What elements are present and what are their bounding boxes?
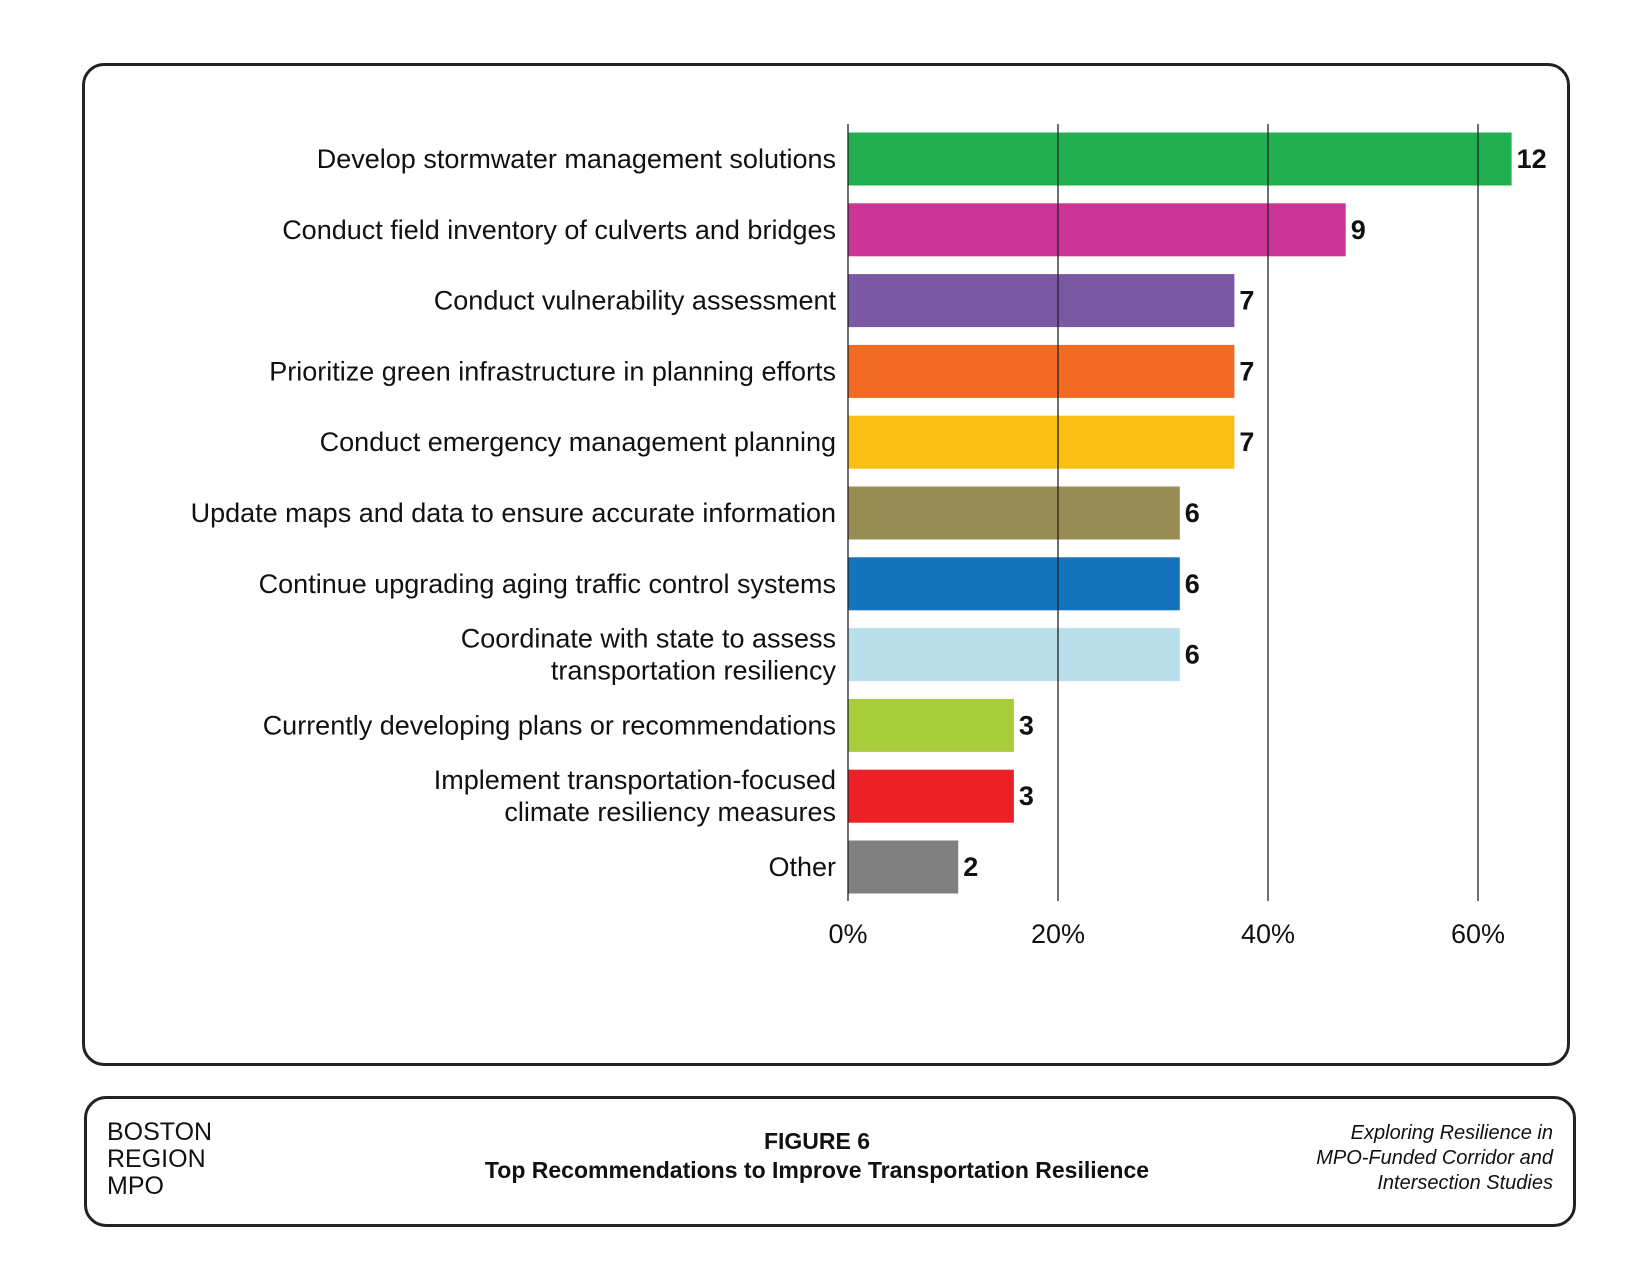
bar — [848, 769, 1014, 823]
x-tick-label: 40% — [1241, 919, 1295, 949]
data-label: 7 — [1239, 286, 1254, 316]
data-label: 3 — [1019, 710, 1034, 740]
report-title-line: Exploring Resilience in — [1350, 1122, 1553, 1144]
bar — [848, 628, 1180, 682]
data-label: 6 — [1185, 640, 1200, 670]
bar — [848, 698, 1014, 752]
org-line: REGION — [107, 1145, 206, 1173]
category-label: Conduct vulnerability assessment — [434, 286, 837, 316]
category-label: Other — [768, 852, 836, 882]
data-label: 7 — [1239, 427, 1254, 457]
bar — [848, 557, 1180, 611]
bar — [848, 840, 959, 894]
bar — [848, 486, 1180, 540]
category-label: Develop stormwater management solutions — [317, 144, 836, 174]
org-line: MPO — [107, 1172, 164, 1200]
category-label: Update maps and data to ensure accurate … — [191, 498, 836, 528]
category-label: Conduct emergency management planning — [320, 427, 836, 457]
report-title: Exploring Resilience in MPO-Funded Corri… — [1316, 1121, 1553, 1196]
chart-frame — [82, 63, 1570, 1066]
category-label: Implement transportation-focused climate … — [434, 765, 836, 827]
bar — [848, 132, 1512, 186]
bar — [848, 274, 1235, 328]
data-label: 6 — [1185, 569, 1200, 599]
bar — [848, 203, 1346, 257]
report-title-line: MPO-Funded Corridor and — [1316, 1147, 1553, 1169]
data-label: 6 — [1185, 498, 1200, 528]
category-label: Conduct field inventory of culverts and … — [282, 215, 836, 245]
x-tick-label: 0% — [828, 919, 867, 949]
report-title-line: Intersection Studies — [1377, 1172, 1553, 1194]
data-label: 7 — [1239, 356, 1254, 386]
x-tick-label: 20% — [1031, 919, 1085, 949]
x-tick-label: 60% — [1451, 919, 1505, 949]
data-label: 12 — [1517, 144, 1547, 174]
category-label: Currently developing plans or recommenda… — [263, 710, 836, 740]
data-label: 2 — [963, 852, 978, 882]
figure-caption: FIGURE 6 Top Recommendations to Improve … — [387, 1127, 1247, 1185]
data-label: 3 — [1019, 781, 1034, 811]
data-label: 9 — [1351, 215, 1366, 245]
category-label: Coordinate with state to assess transport… — [461, 624, 837, 686]
category-label: Prioritize green infrastructure in plann… — [269, 356, 836, 386]
figure-number: FIGURE 6 — [763, 1128, 871, 1154]
figure-title: Top Recommendations to Improve Transport… — [484, 1157, 1150, 1183]
bar — [848, 344, 1235, 398]
category-label: Continue upgrading aging traffic control… — [259, 569, 836, 599]
org-name: BOSTON REGION MPO — [107, 1119, 212, 1200]
bar — [848, 415, 1235, 469]
figure-footer: BOSTON REGION MPO FIGURE 6 Top Recommend… — [84, 1096, 1576, 1227]
org-line: BOSTON — [107, 1118, 213, 1146]
